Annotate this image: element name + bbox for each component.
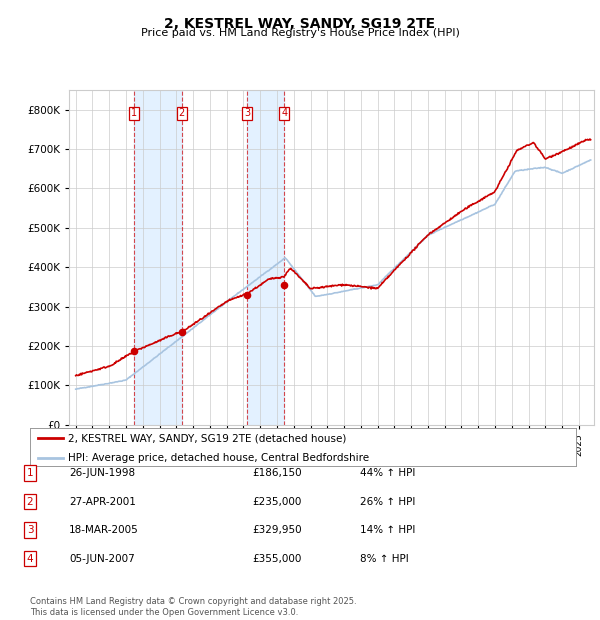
Text: £186,150: £186,150 xyxy=(252,468,302,478)
Text: HPI: Average price, detached house, Central Bedfordshire: HPI: Average price, detached house, Cent… xyxy=(68,453,370,463)
Point xyxy=(280,280,289,290)
Text: 2: 2 xyxy=(179,108,185,118)
Text: 2, KESTREL WAY, SANDY, SG19 2TE (detached house): 2, KESTREL WAY, SANDY, SG19 2TE (detache… xyxy=(68,433,347,443)
Text: 2: 2 xyxy=(26,497,34,507)
Text: 1: 1 xyxy=(131,108,137,118)
Text: £235,000: £235,000 xyxy=(252,497,301,507)
Bar xyxy=(247,90,284,425)
Text: 1: 1 xyxy=(26,468,34,478)
Text: £329,950: £329,950 xyxy=(252,525,302,535)
Text: 4: 4 xyxy=(281,108,287,118)
Point xyxy=(177,327,187,337)
Text: 18-MAR-2005: 18-MAR-2005 xyxy=(69,525,139,535)
Point xyxy=(242,290,252,299)
Text: 44% ↑ HPI: 44% ↑ HPI xyxy=(360,468,415,478)
Text: This data is licensed under the Open Government Licence v3.0.: This data is licensed under the Open Gov… xyxy=(30,608,298,617)
Text: 4: 4 xyxy=(26,554,34,564)
Text: 8% ↑ HPI: 8% ↑ HPI xyxy=(360,554,409,564)
Text: 3: 3 xyxy=(26,525,34,535)
Text: 27-APR-2001: 27-APR-2001 xyxy=(69,497,136,507)
Bar xyxy=(134,90,182,425)
Text: 26% ↑ HPI: 26% ↑ HPI xyxy=(360,497,415,507)
Text: 05-JUN-2007: 05-JUN-2007 xyxy=(69,554,135,564)
Point xyxy=(129,347,139,356)
Text: 3: 3 xyxy=(244,108,250,118)
Text: £355,000: £355,000 xyxy=(252,554,301,564)
Text: Price paid vs. HM Land Registry's House Price Index (HPI): Price paid vs. HM Land Registry's House … xyxy=(140,28,460,38)
Text: 26-JUN-1998: 26-JUN-1998 xyxy=(69,468,135,478)
Text: Contains HM Land Registry data © Crown copyright and database right 2025.: Contains HM Land Registry data © Crown c… xyxy=(30,597,356,606)
Text: 14% ↑ HPI: 14% ↑ HPI xyxy=(360,525,415,535)
Text: 2, KESTREL WAY, SANDY, SG19 2TE: 2, KESTREL WAY, SANDY, SG19 2TE xyxy=(164,17,436,32)
